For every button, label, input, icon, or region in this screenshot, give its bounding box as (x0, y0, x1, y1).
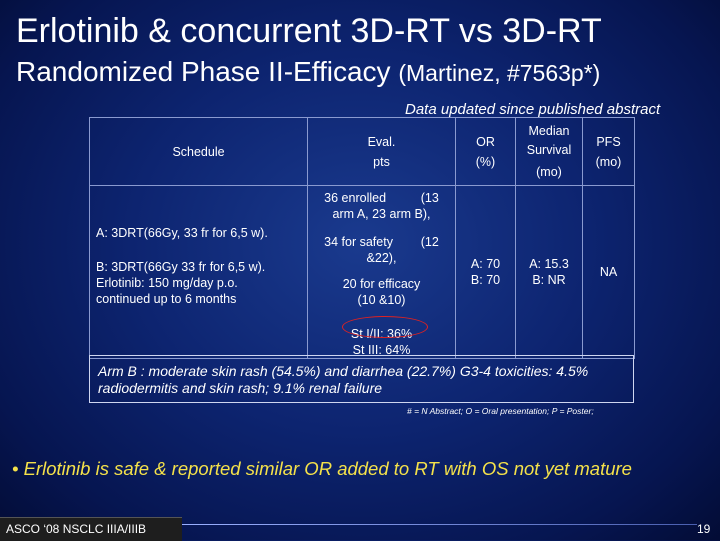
schedule-b-line3: continued up to 6 months (96, 292, 237, 306)
median-arm-a: A: 15.3 (529, 257, 569, 271)
median-arm-b: B: NR (532, 273, 566, 287)
schedule-b-line2: Erlotinib: 150 mg/day p.o. (96, 276, 238, 290)
eval-safety: 34 for safety (12 &22), (308, 234, 455, 266)
eval-enrolled: 36 enrolled (13 arm A, 23 arm B), (308, 190, 455, 222)
updated-note: Data updated since published abstract (405, 101, 661, 118)
footer-divider (182, 524, 697, 525)
toxicity-note: Arm B : moderate skin rash (54.5%) and d… (89, 355, 634, 403)
header-pfs: PFS (mo) (582, 117, 635, 186)
highlight-circle (342, 316, 428, 338)
or-arm-b: B: 70 (470, 273, 501, 287)
schedule-b-line1: B: 3DRT(66Gy 33 fr for 6,5 w). (96, 260, 266, 274)
eval-efficacy-line2: (10 &10) (357, 293, 406, 307)
eval-efficacy-line1: 20 for efficacy (342, 277, 421, 291)
header-median-survival: Median Survival (mo) (515, 117, 583, 186)
conclusion-bullet: • Erlotinib is safe & reported similar O… (12, 458, 632, 479)
eval-safety-line1: 34 for safety (12 (324, 235, 439, 249)
schedule-table: Schedule Eval. pts OR (%) Median Surviva… (89, 117, 635, 359)
header-median-line3: (mo) (536, 165, 562, 179)
pfs-cell: NA (582, 185, 635, 359)
eval-efficacy: 20 for efficacy (10 &10) (308, 276, 455, 308)
schedule-cell: A: 3DRT(66Gy, 33 fr for 6,5 w). B: 3DRT(… (89, 185, 308, 359)
or-cell: A: 70 B: 70 (455, 185, 516, 359)
subtitle-reference: (Martinez, #7563p*) (398, 60, 601, 86)
slide-subtitle: Randomized Phase II-Efficacy (Martinez, … (16, 56, 600, 88)
footer-label-box: ASCO ‘08 NSCLC IIIA/IIIB (0, 517, 182, 541)
header-eval-line2: pts (373, 154, 390, 169)
header-pfs-line2: (mo) (595, 154, 622, 169)
slide-title: Erlotinib & concurrent 3D-RT vs 3D-RT (16, 12, 602, 50)
header-eval-line1: Eval. (367, 134, 396, 149)
header-median-line1: Median (528, 124, 570, 138)
eval-enrolled-line2: arm A, 23 arm B), (332, 207, 431, 221)
header-eval: Eval. pts (307, 117, 456, 186)
or-arm-a: A: 70 (470, 257, 501, 271)
schedule-a: A: 3DRT(66Gy, 33 fr for 6,5 w). (96, 226, 268, 240)
header-or-line1: OR (476, 134, 495, 149)
table-row: A: 3DRT(66Gy, 33 fr for 6,5 w). B: 3DRT(… (89, 185, 635, 359)
header-median-line2: Survival (526, 143, 572, 157)
header-schedule: Schedule (89, 117, 308, 186)
eval-enrolled-line1: 36 enrolled (13 (324, 191, 439, 205)
legend-footnote: # = N Abstract; O = Oral presentation; P… (407, 406, 594, 416)
eval-safety-line2: &22), (366, 251, 397, 265)
subtitle-main: Randomized Phase II-Efficacy (16, 56, 391, 87)
table-header-row: Schedule Eval. pts OR (%) Median Surviva… (89, 117, 635, 186)
header-or-line2: (%) (475, 154, 496, 169)
eval-stage-line2: St III: 64% (352, 343, 411, 357)
page-number: 19 (697, 522, 711, 536)
footer-label: ASCO ‘08 NSCLC IIIA/IIIB (6, 522, 147, 536)
header-pfs-line1: PFS (596, 134, 621, 149)
header-or: OR (%) (455, 117, 516, 186)
median-cell: A: 15.3 B: NR (515, 185, 583, 359)
